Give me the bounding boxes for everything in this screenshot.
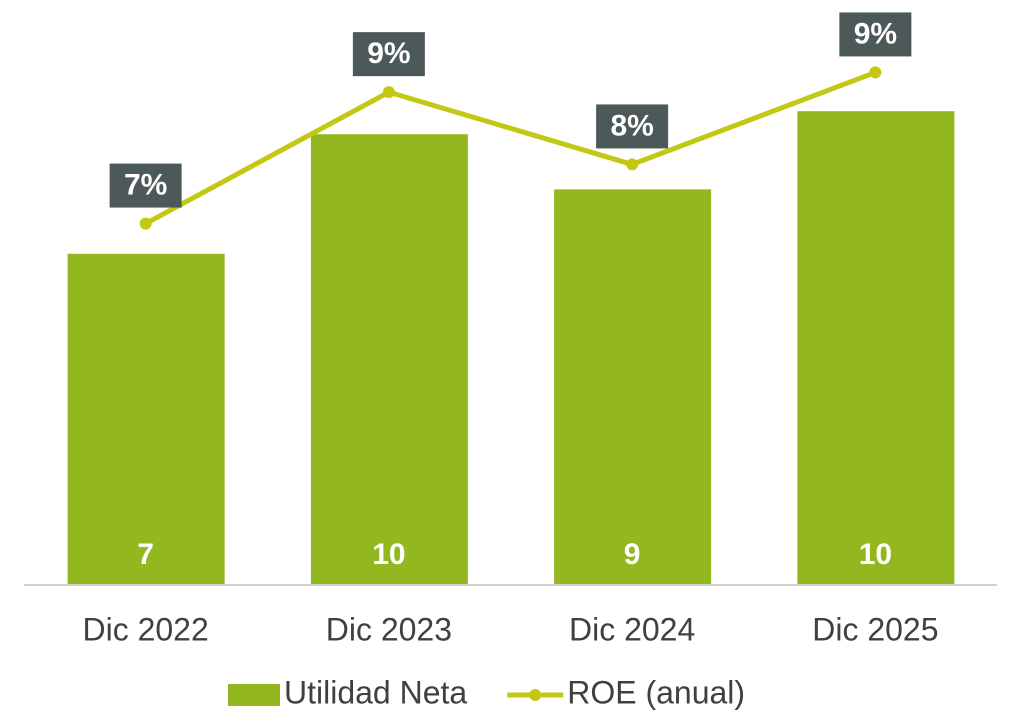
line-value-label: 9%: [854, 17, 897, 50]
bar: [67, 253, 225, 586]
bar-value-label: 7: [137, 538, 154, 571]
line-marker: [382, 86, 395, 99]
x-tick-label: Dic 2024: [569, 611, 695, 647]
legend-label: ROE (anual): [567, 674, 745, 710]
line: [144, 70, 877, 226]
line-value-label: 9%: [367, 37, 410, 70]
data-label: 7%: [109, 163, 182, 208]
legend-swatch: [228, 684, 280, 706]
data-label-box: [839, 12, 912, 57]
line-value-label: 8%: [610, 109, 653, 142]
data-label: 9%: [352, 32, 425, 77]
data-label: 9%: [839, 12, 912, 57]
data-label-box: [109, 163, 182, 208]
bar: [310, 134, 468, 585]
line-marker: [139, 217, 152, 230]
data-label-box: [596, 104, 669, 149]
legend-label: Utilidad Neta: [284, 674, 467, 710]
bar-value-label: 9: [624, 538, 641, 571]
line-marker: [626, 158, 639, 171]
line-marker: [869, 66, 882, 79]
bar: [797, 111, 955, 585]
legend-marker: [529, 689, 542, 701]
x-tick-label: Dic 2025: [812, 611, 938, 647]
data-label: 8%: [596, 104, 669, 149]
bar: [554, 189, 712, 585]
bar-value-label: 10: [859, 538, 892, 571]
x-tick-label: Dic 2022: [82, 611, 208, 647]
line-value-label: 7%: [124, 168, 167, 201]
bar-value-label: 10: [372, 538, 405, 571]
data-label-box: [352, 32, 425, 77]
x-tick-label: Dic 2023: [326, 611, 452, 647]
